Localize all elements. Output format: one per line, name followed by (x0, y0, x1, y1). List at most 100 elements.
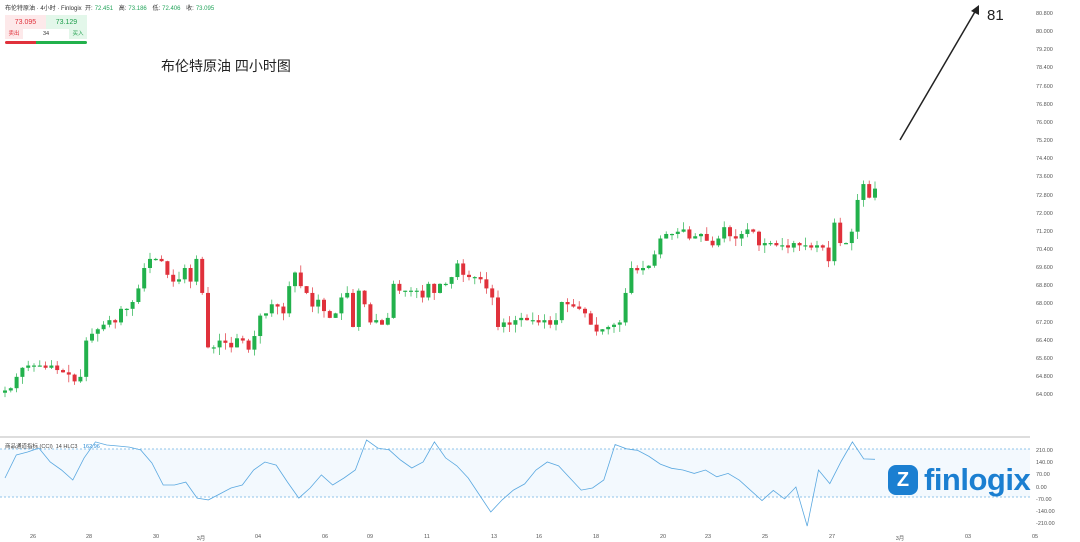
price-tick-label: 80.800 (1036, 11, 1053, 17)
candle (757, 231, 761, 246)
candle (159, 258, 164, 262)
candle (3, 390, 7, 393)
candle (287, 286, 292, 314)
candle (194, 258, 199, 282)
candle (838, 222, 843, 244)
candle (101, 324, 106, 330)
cci-tick-label: -140.00 (1036, 509, 1055, 515)
sell-price-button[interactable]: 73.095 (5, 15, 46, 29)
price-tick-label: 71.200 (1036, 228, 1053, 235)
candle (177, 279, 181, 282)
candle (670, 233, 674, 236)
candle (791, 243, 796, 248)
candle (409, 290, 413, 292)
candle (513, 320, 518, 325)
candle (333, 313, 338, 318)
candle (14, 376, 19, 389)
candle (548, 320, 553, 325)
candle (269, 304, 274, 314)
price-tick-label: 69.600 (1036, 265, 1053, 272)
candle (786, 245, 790, 248)
candle (95, 329, 100, 334)
candle (826, 247, 831, 262)
cci-tick-label: 70.00 (1036, 472, 1050, 479)
candle (530, 320, 535, 322)
candle (751, 229, 756, 232)
time-tick-label: 06 (321, 534, 329, 540)
target-label: 81 (987, 7, 1004, 24)
candle (443, 283, 448, 286)
cci-tick-label: -210.00 (1036, 521, 1055, 528)
time-tick-label: 09 (366, 534, 374, 540)
candle (606, 326, 611, 330)
candle (426, 283, 431, 298)
price-tick-label: 66.400 (1036, 337, 1053, 344)
candle (281, 306, 286, 314)
candle (484, 279, 489, 289)
cci-line (4, 439, 876, 527)
candle (600, 329, 605, 332)
candle (275, 304, 280, 307)
candle (844, 243, 848, 245)
candle (252, 336, 257, 350)
candle (356, 290, 361, 327)
candle (722, 227, 727, 239)
candle (322, 299, 326, 312)
candle (525, 317, 529, 321)
candle (391, 283, 396, 318)
low-value: 72.406 (162, 6, 181, 12)
candle (119, 308, 123, 323)
price-tick-label: 73.600 (1036, 174, 1053, 181)
candle (815, 245, 819, 248)
candle (797, 243, 802, 246)
sell-button[interactable]: 卖出 (5, 29, 23, 39)
candle (403, 290, 408, 292)
candle (583, 308, 587, 314)
candle (258, 315, 263, 337)
buy-price-button[interactable]: 73.129 (46, 15, 87, 29)
candle (554, 320, 558, 325)
candle (565, 302, 570, 305)
candle (113, 320, 118, 323)
candle (745, 229, 750, 234)
price-tick-label: 64.800 (1036, 374, 1053, 380)
candle (351, 292, 355, 327)
candle (78, 376, 83, 382)
cci-tick-label: 210.00 (1036, 448, 1053, 454)
candle (699, 233, 703, 237)
candle (612, 324, 616, 327)
time-tick-label: 3月 (895, 536, 905, 542)
price-tick-label: 80.000 (1036, 29, 1053, 36)
candle (716, 238, 721, 246)
cci-tick-label: 0.00 (1036, 484, 1047, 491)
price-tick-label: 72.800 (1036, 192, 1053, 199)
high-label: 高: (118, 6, 127, 12)
candle (542, 320, 547, 323)
price-tick-label: 72.000 (1036, 210, 1053, 217)
candle (84, 340, 89, 377)
logo-icon: Z (888, 465, 918, 495)
candle (472, 277, 477, 279)
indicator-value: 162.96 (83, 444, 100, 450)
candle (229, 342, 234, 348)
candle (780, 245, 785, 247)
close-value: 73.095 (195, 6, 215, 12)
candle (240, 338, 245, 341)
candle (304, 286, 309, 293)
buy-button[interactable]: 买入 (69, 29, 87, 39)
candle (171, 274, 176, 282)
candle (664, 233, 669, 239)
candle (809, 245, 814, 248)
candle (687, 229, 692, 239)
indicator-params: 14 HLC3 (55, 444, 78, 450)
price-tick-label: 78.400 (1036, 65, 1053, 72)
candle (148, 258, 152, 268)
candle (188, 267, 193, 282)
candle (26, 365, 31, 368)
candle (820, 245, 825, 248)
candle (536, 320, 541, 323)
target-arrow (899, 9, 977, 141)
candle (130, 302, 135, 309)
candle (728, 227, 732, 237)
